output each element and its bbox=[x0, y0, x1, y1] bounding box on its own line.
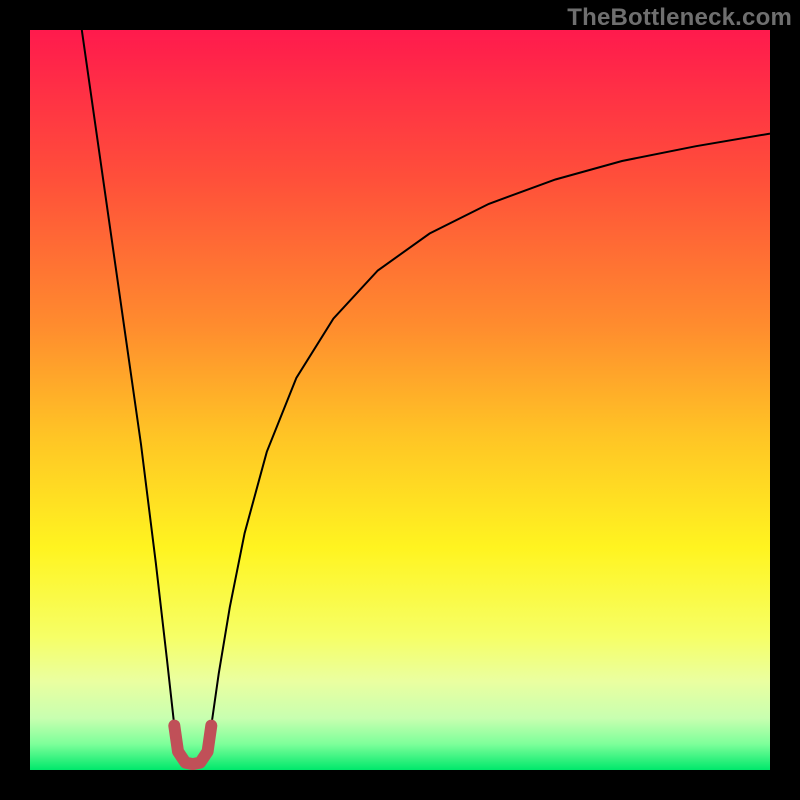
chart-frame: TheBottleneck.com bbox=[0, 0, 800, 800]
bottleneck-chart bbox=[30, 30, 770, 770]
watermark-text: TheBottleneck.com bbox=[567, 4, 792, 32]
chart-background bbox=[30, 30, 770, 770]
